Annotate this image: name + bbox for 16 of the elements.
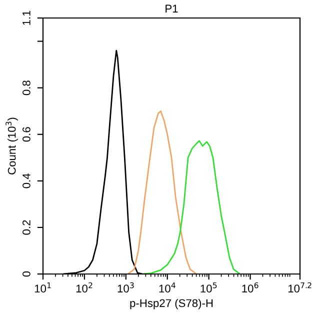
x-tick-label: 10$^{7.2}$ <box>288 282 312 292</box>
y-tick-label: 0.4 <box>22 174 30 188</box>
chart-title: P1 <box>166 4 178 12</box>
y-tick-label: 0.8 <box>22 80 30 96</box>
y-axis-title: Count (10$^{3}$) <box>6 118 18 174</box>
x-tick-label: 10$^{6}$ <box>242 282 258 292</box>
y-tick-label: 0.6 <box>22 127 30 142</box>
x-axis-title: p-Hsp27 (S78)-H <box>130 298 213 310</box>
y-tick-label: 1.1 <box>22 10 30 25</box>
y-tick-label: 0.2 <box>22 220 30 235</box>
x-tick-label: 10$^{1}$ <box>34 282 51 292</box>
x-tick-label: 10$^{2}$ <box>76 282 92 292</box>
y-tick-label: 0 <box>22 271 30 277</box>
x-tick-label: 10$^{5}$ <box>200 282 217 292</box>
x-tick-label: 10$^{4}$ <box>159 282 176 292</box>
x-tick-label: 10$^{3}$ <box>118 282 134 292</box>
